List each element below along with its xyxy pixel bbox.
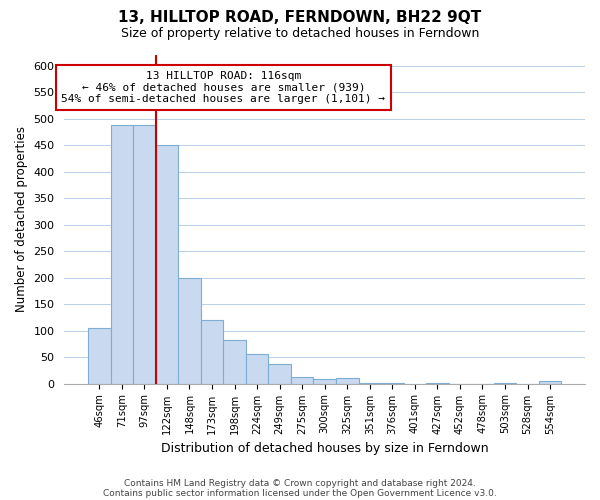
Bar	[359, 382, 381, 384]
Bar	[133, 125, 155, 384]
Bar	[223, 340, 246, 384]
Bar	[291, 376, 313, 384]
Bar	[381, 382, 404, 384]
Bar	[88, 328, 110, 384]
Bar	[110, 125, 133, 384]
X-axis label: Distribution of detached houses by size in Ferndown: Distribution of detached houses by size …	[161, 442, 488, 455]
Bar	[336, 378, 359, 384]
Text: Size of property relative to detached houses in Ferndown: Size of property relative to detached ho…	[121, 28, 479, 40]
Bar	[313, 380, 336, 384]
Text: Contains HM Land Registry data © Crown copyright and database right 2024.: Contains HM Land Registry data © Crown c…	[124, 478, 476, 488]
Bar	[426, 382, 449, 384]
Bar	[155, 145, 178, 384]
Bar	[539, 381, 562, 384]
Text: 13, HILLTOP ROAD, FERNDOWN, BH22 9QT: 13, HILLTOP ROAD, FERNDOWN, BH22 9QT	[118, 10, 482, 25]
Y-axis label: Number of detached properties: Number of detached properties	[15, 126, 28, 312]
Bar	[246, 354, 268, 384]
Bar	[178, 278, 201, 384]
Text: 13 HILLTOP ROAD: 116sqm
← 46% of detached houses are smaller (939)
54% of semi-d: 13 HILLTOP ROAD: 116sqm ← 46% of detache…	[61, 71, 385, 104]
Bar	[494, 382, 516, 384]
Bar	[268, 364, 291, 384]
Bar	[201, 320, 223, 384]
Text: Contains public sector information licensed under the Open Government Licence v3: Contains public sector information licen…	[103, 488, 497, 498]
